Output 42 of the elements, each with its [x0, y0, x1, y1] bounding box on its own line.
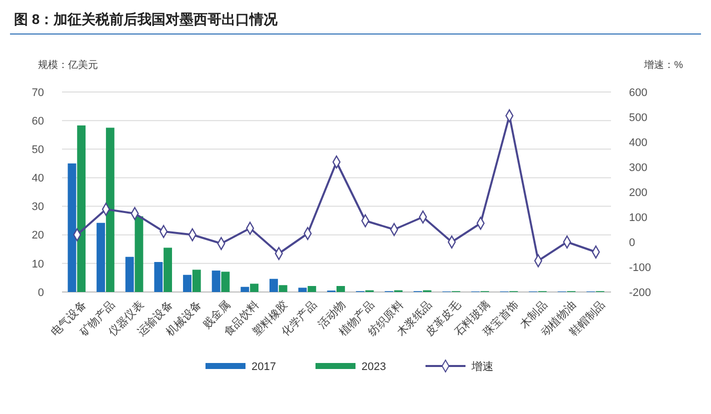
- y2-axis-title: 增速：%: [643, 59, 684, 71]
- y2-tick-label: 0: [629, 236, 636, 249]
- bar: [183, 274, 192, 292]
- bar: [68, 163, 76, 292]
- bar: [134, 216, 144, 292]
- y2-tick-label: 600: [629, 86, 648, 99]
- bar: [278, 285, 288, 292]
- y-tick-label: 40: [32, 172, 44, 185]
- bar: [250, 284, 258, 292]
- y-axis-title: 规模：亿美元: [38, 59, 98, 71]
- y2-tick-label: -100: [629, 262, 652, 274]
- bar: [298, 288, 307, 292]
- bar: [336, 286, 345, 292]
- y2-tick-label: 200: [629, 186, 648, 199]
- bar: [77, 125, 86, 292]
- bar: [125, 256, 134, 292]
- bar: [212, 270, 220, 292]
- y-tick-label: 10: [32, 258, 44, 270]
- chart-title: 图 8：加征关税前后我国对墨西哥出口情况: [14, 11, 279, 27]
- bar: [154, 262, 163, 292]
- y2-tick-label: 100: [629, 212, 648, 224]
- legend-label: 2023: [362, 360, 386, 373]
- y-tick-label: 0: [38, 286, 44, 299]
- y-tick-label: 30: [32, 201, 44, 214]
- bar: [240, 286, 250, 292]
- y-tick-label: 50: [32, 144, 44, 156]
- bar: [308, 286, 316, 292]
- bar: [192, 270, 201, 292]
- y-tick-label: 70: [32, 86, 44, 99]
- y2-tick-label: 300: [629, 162, 648, 174]
- bar: [221, 272, 230, 292]
- bar: [164, 248, 172, 292]
- bar: [269, 278, 278, 292]
- bar: [96, 222, 106, 292]
- legend-label: 增速: [470, 360, 494, 373]
- bar: [106, 128, 114, 292]
- y2-tick-label: -200: [629, 286, 652, 299]
- legend-label: 2017: [252, 360, 276, 373]
- y2-tick-label: 400: [629, 136, 648, 149]
- y-tick-label: 60: [32, 115, 44, 128]
- y-tick-label: 20: [32, 230, 44, 242]
- y2-tick-label: 500: [629, 112, 648, 124]
